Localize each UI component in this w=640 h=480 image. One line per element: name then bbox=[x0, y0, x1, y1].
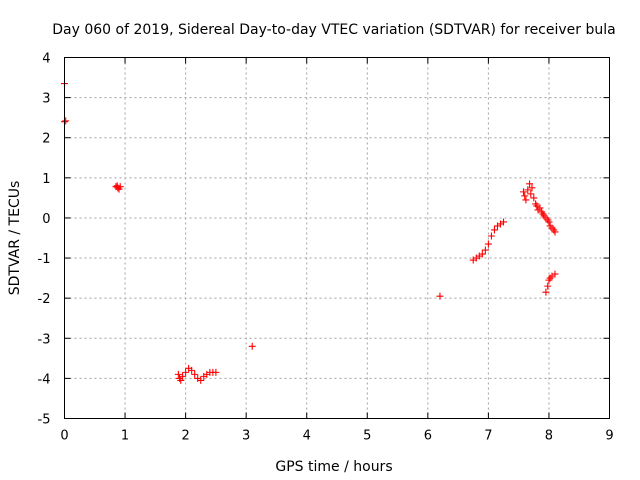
data-point bbox=[212, 368, 220, 376]
data-point bbox=[174, 370, 182, 378]
data-point bbox=[182, 368, 190, 376]
data-point bbox=[545, 218, 553, 226]
data-points bbox=[61, 80, 559, 384]
data-point bbox=[436, 292, 444, 300]
y-tick-label: 0 bbox=[42, 212, 50, 227]
x-tick-label: 5 bbox=[363, 429, 371, 444]
x-tick-label: 3 bbox=[242, 429, 250, 444]
y-tick-label: 3 bbox=[42, 92, 50, 107]
data-point bbox=[544, 282, 552, 290]
y-tick-label: -3 bbox=[38, 332, 51, 347]
x-tick-label: 7 bbox=[484, 429, 492, 444]
x-tick-label: 6 bbox=[424, 429, 432, 444]
data-point bbox=[500, 218, 508, 226]
y-tick-label: -4 bbox=[38, 372, 51, 387]
x-tick-label: 9 bbox=[605, 429, 613, 444]
data-point bbox=[524, 186, 532, 194]
y-tick-label: 1 bbox=[42, 172, 50, 187]
x-axis-label: GPS time / hours bbox=[275, 459, 392, 475]
x-tick-label: 4 bbox=[303, 429, 311, 444]
data-point bbox=[530, 194, 538, 202]
data-point bbox=[478, 250, 486, 258]
x-tick-label: 0 bbox=[60, 429, 68, 444]
grid-lines bbox=[64, 57, 610, 419]
data-point bbox=[62, 117, 70, 125]
x-tick-label: 1 bbox=[121, 429, 129, 444]
tick-labels: 0 1 2 3 4 5 6 7 8 9 -5 -4 -3 -2 -1 0 1 2 3 4 bbox=[38, 52, 614, 444]
data-point bbox=[248, 342, 256, 350]
data-point bbox=[551, 270, 559, 278]
data-point bbox=[520, 188, 528, 196]
data-point bbox=[484, 240, 492, 248]
y-tick-label: -2 bbox=[38, 292, 51, 307]
data-point bbox=[487, 232, 495, 240]
data-point bbox=[528, 184, 536, 192]
data-point bbox=[179, 372, 187, 380]
data-point bbox=[490, 226, 498, 234]
x-tick-label: 2 bbox=[181, 429, 189, 444]
data-point bbox=[197, 376, 205, 384]
data-point bbox=[542, 288, 550, 296]
data-point bbox=[191, 370, 199, 378]
data-point bbox=[527, 190, 535, 198]
y-tick-label: 2 bbox=[42, 132, 50, 147]
data-point bbox=[481, 246, 489, 254]
data-point bbox=[188, 366, 196, 374]
chart-title: Day 060 of 2019, Sidereal Day-to-day VTE… bbox=[52, 22, 615, 38]
data-point bbox=[526, 180, 534, 188]
x-tick-label: 8 bbox=[545, 429, 553, 444]
y-tick-label: -1 bbox=[38, 252, 51, 267]
data-point bbox=[177, 376, 185, 384]
data-point bbox=[113, 182, 121, 190]
y-tick-label: 4 bbox=[42, 52, 50, 67]
data-point bbox=[536, 204, 544, 212]
y-axis-label: SDTVAR / TECUs bbox=[7, 181, 23, 296]
axis-ticks bbox=[64, 57, 610, 419]
y-tick-label: -5 bbox=[38, 413, 51, 428]
plot-frame bbox=[64, 57, 610, 419]
data-point bbox=[551, 228, 559, 236]
data-point bbox=[116, 183, 124, 191]
data-point bbox=[522, 196, 530, 204]
data-point bbox=[521, 192, 529, 200]
